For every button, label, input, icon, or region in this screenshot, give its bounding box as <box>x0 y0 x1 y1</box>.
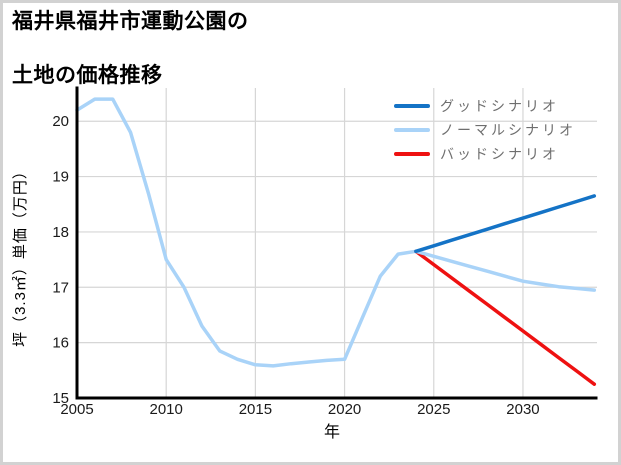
chart-title: 福井県福井市運動公園の 土地の価格推移 <box>12 8 249 89</box>
x-axis-label: 年 <box>324 423 340 441</box>
y-tick-label: 16 <box>52 335 69 352</box>
x-tick-label: 2025 <box>417 401 450 418</box>
series-line-good <box>414 194 597 254</box>
x-tick-label: 2020 <box>328 401 361 418</box>
legend-item-bad: バッドシナリオ <box>394 142 576 166</box>
x-tick-label: 2015 <box>239 401 272 418</box>
chart-title-line1: 福井県福井市運動公園の <box>12 10 249 33</box>
legend: グッドシナリオ ノーマルシナリオ バッドシナリオ <box>394 94 576 166</box>
legend-swatch-normal <box>394 128 430 132</box>
x-tick-label: 2030 <box>506 401 539 418</box>
y-tick-label: 17 <box>52 279 69 296</box>
series-line-normal <box>414 249 597 292</box>
x-tick-label: 2010 <box>150 401 183 418</box>
legend-label-good: グッドシナリオ <box>440 98 559 114</box>
legend-item-good: グッドシナリオ <box>394 94 576 118</box>
y-tick-label: 20 <box>52 113 69 130</box>
legend-item-normal: ノーマルシナリオ <box>394 118 576 142</box>
x-tick-label: 2005 <box>60 401 93 418</box>
series-line-bad <box>414 249 597 386</box>
series-line-history <box>75 97 418 368</box>
chart-title-line2: 土地の価格推移 <box>12 64 163 87</box>
y-tick-label: 15 <box>52 390 69 407</box>
y-axis-label: 坪（3.3㎡）単価（万円） <box>12 163 29 347</box>
legend-label-normal: ノーマルシナリオ <box>440 122 576 138</box>
y-tick-label: 18 <box>52 224 69 241</box>
y-tick-label: 19 <box>52 169 69 186</box>
legend-swatch-good <box>394 104 430 108</box>
legend-label-bad: バッドシナリオ <box>440 146 559 162</box>
legend-swatch-bad <box>394 152 430 156</box>
